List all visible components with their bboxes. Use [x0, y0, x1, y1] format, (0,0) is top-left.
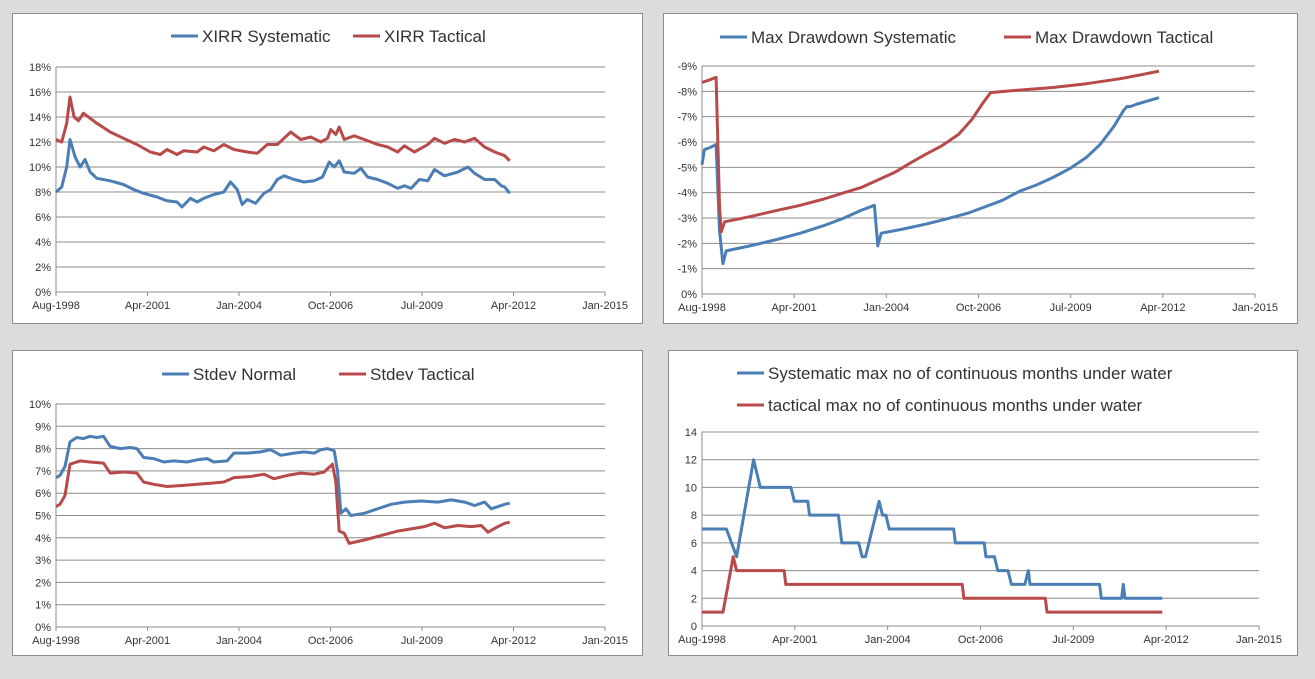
- xirr-chart: XIRR Systematic XIRR Tactical 0% 2% 4% 6% 8%…: [29, 27, 628, 312]
- xirr-chart-panel: XIRR Systematic XIRR Tactical 0% 2% 4% 6% 8%…: [12, 13, 643, 324]
- months-under-water-chart-panel: Systematic max no of continuous months u…: [668, 350, 1298, 656]
- x-tick-label: Jan-2004: [216, 635, 262, 647]
- plot-area: 0% -1% -2% -3% -4% -5% -6% -7% -8% -9% Aug-1998 Apr…: [677, 61, 1278, 314]
- y-tick-label: 3%: [35, 555, 51, 567]
- chart-legend: Max Drawdown Systematic Max Drawdown Tac…: [720, 28, 1213, 47]
- y-tick-label: -5%: [677, 162, 697, 174]
- y-tick-label: 18%: [29, 62, 51, 74]
- max-drawdown-chart: Max Drawdown Systematic Max Drawdown Tac…: [677, 28, 1278, 314]
- y-tick-label: 5%: [35, 511, 51, 523]
- x-tick-label: Jan-2004: [216, 300, 262, 312]
- y-tick-label: 0%: [35, 287, 51, 299]
- x-tick-label: Aug-1998: [678, 634, 726, 646]
- legend-stdev-normal: Stdev Normal: [193, 365, 296, 384]
- x-tick-label: Jul-2009: [401, 300, 443, 312]
- y-tick-label: -1%: [677, 264, 697, 276]
- y-tick-label: 2%: [35, 577, 51, 589]
- y-tick-label: 10%: [29, 399, 51, 411]
- y-tick-label: -6%: [677, 137, 697, 149]
- y-tick-label: 1%: [35, 600, 51, 612]
- y-tick-label: 4%: [35, 533, 51, 545]
- y-tick-label: 0: [691, 621, 697, 633]
- legend-xirr-tactical: XIRR Tactical: [384, 27, 486, 46]
- legend-stdev-tactical: Stdev Tactical: [370, 365, 475, 384]
- x-tick-label: Jan-2004: [863, 302, 909, 314]
- plot-area: 0 2 4 6 8 10 12 14 Aug-1998 Apr-2001 Jan-2004 Oct-2…: [678, 427, 1282, 646]
- x-tick-label: Jan-2015: [1236, 634, 1282, 646]
- y-tick-label: 6: [691, 538, 697, 550]
- chart-legend: Stdev Normal Stdev Tactical: [162, 365, 475, 384]
- x-tick-label: Jul-2009: [401, 635, 443, 647]
- stdev-chart-panel: Stdev Normal Stdev Tactical 0% 1% 2% 3% 4% 5%…: [12, 350, 643, 656]
- series-line-blue: [55, 434, 511, 517]
- x-tick-label: Jan-2004: [865, 634, 911, 646]
- y-tick-label: 14: [685, 427, 697, 439]
- plot-area: 0% 1% 2% 3% 4% 5% 6% 7% 8% 9% 10% Aug-1998 Apr-2001 J…: [29, 399, 628, 647]
- x-tick-label: Jul-2009: [1052, 634, 1094, 646]
- x-tick-label: Aug-1998: [32, 635, 80, 647]
- y-tick-label: 7%: [35, 466, 51, 478]
- y-tick-label: -2%: [677, 238, 697, 250]
- series-line-red: [55, 459, 511, 545]
- y-tick-label: 14%: [29, 112, 51, 124]
- x-tick-label: Oct-2006: [308, 635, 353, 647]
- legend-xirr-systematic: XIRR Systematic: [202, 27, 331, 46]
- months-under-water-chart: Systematic max no of continuous months u…: [678, 364, 1282, 646]
- y-tick-label: 0%: [35, 622, 51, 634]
- y-tick-label: 2: [691, 593, 697, 605]
- x-tick-label: Apr-2012: [1140, 302, 1185, 314]
- y-tick-label: 12: [685, 455, 697, 467]
- y-tick-label: 4: [691, 566, 697, 578]
- x-tick-label: Apr-2001: [772, 634, 817, 646]
- x-tick-label: Apr-2012: [491, 300, 536, 312]
- y-tick-label: -8%: [677, 86, 697, 98]
- x-tick-label: Jul-2009: [1050, 302, 1092, 314]
- legend-drawdown-systematic: Max Drawdown Systematic: [751, 28, 957, 47]
- y-tick-label: -3%: [677, 213, 697, 225]
- chart-legend: Systematic max no of continuous months u…: [737, 364, 1173, 415]
- x-tick-label: Apr-2001: [125, 635, 170, 647]
- x-tick-label: Apr-2012: [491, 635, 536, 647]
- series-line-red: [55, 95, 511, 162]
- legend-systematic-months: Systematic max no of continuous months u…: [768, 364, 1173, 383]
- x-tick-label: Aug-1998: [32, 300, 80, 312]
- series-line-blue: [700, 96, 1160, 266]
- x-tick-label: Jan-2015: [582, 635, 628, 647]
- series-line-red: [702, 555, 1163, 614]
- max-drawdown-chart-panel: Max Drawdown Systematic Max Drawdown Tac…: [663, 13, 1298, 324]
- y-tick-label: 0%: [681, 289, 697, 301]
- y-tick-label: 12%: [29, 137, 51, 149]
- legend-tactical-months: tactical max no of continuous months und…: [768, 396, 1143, 415]
- x-tick-label: Jan-2015: [582, 300, 628, 312]
- series-line-red: [701, 69, 1160, 234]
- y-tick-label: 4%: [35, 237, 51, 249]
- y-tick-label: -4%: [677, 188, 697, 200]
- y-tick-label: 10%: [29, 162, 51, 174]
- y-tick-label: 2%: [35, 262, 51, 274]
- plot-area: 0% 2% 4% 6% 8% 10% 12% 14% 16% 18% Aug-1998 Apr-200…: [29, 62, 628, 312]
- y-tick-label: 16%: [29, 87, 51, 99]
- series-line-blue: [702, 458, 1163, 600]
- y-tick-label: 6%: [35, 212, 51, 224]
- x-tick-label: Oct-2006: [956, 302, 1001, 314]
- y-tick-label: -7%: [677, 112, 697, 124]
- legend-drawdown-tactical: Max Drawdown Tactical: [1035, 28, 1213, 47]
- y-tick-label: 6%: [35, 488, 51, 500]
- x-tick-label: Apr-2001: [125, 300, 170, 312]
- y-tick-label: 8%: [35, 444, 51, 456]
- y-tick-label: 10: [685, 482, 697, 494]
- y-tick-label: 9%: [35, 421, 51, 433]
- x-tick-label: Oct-2006: [308, 300, 353, 312]
- series-line-blue: [55, 138, 511, 209]
- chart-legend: XIRR Systematic XIRR Tactical: [171, 27, 486, 46]
- x-tick-label: Aug-1998: [678, 302, 726, 314]
- y-tick-label: -9%: [677, 61, 697, 73]
- x-tick-label: Apr-2001: [772, 302, 817, 314]
- x-tick-label: Apr-2012: [1144, 634, 1189, 646]
- stdev-chart: Stdev Normal Stdev Tactical 0% 1% 2% 3% 4% 5%…: [29, 365, 628, 647]
- x-tick-label: Oct-2006: [958, 634, 1003, 646]
- y-tick-label: 8: [691, 510, 697, 522]
- x-tick-label: Jan-2015: [1232, 302, 1278, 314]
- y-tick-label: 8%: [35, 187, 51, 199]
